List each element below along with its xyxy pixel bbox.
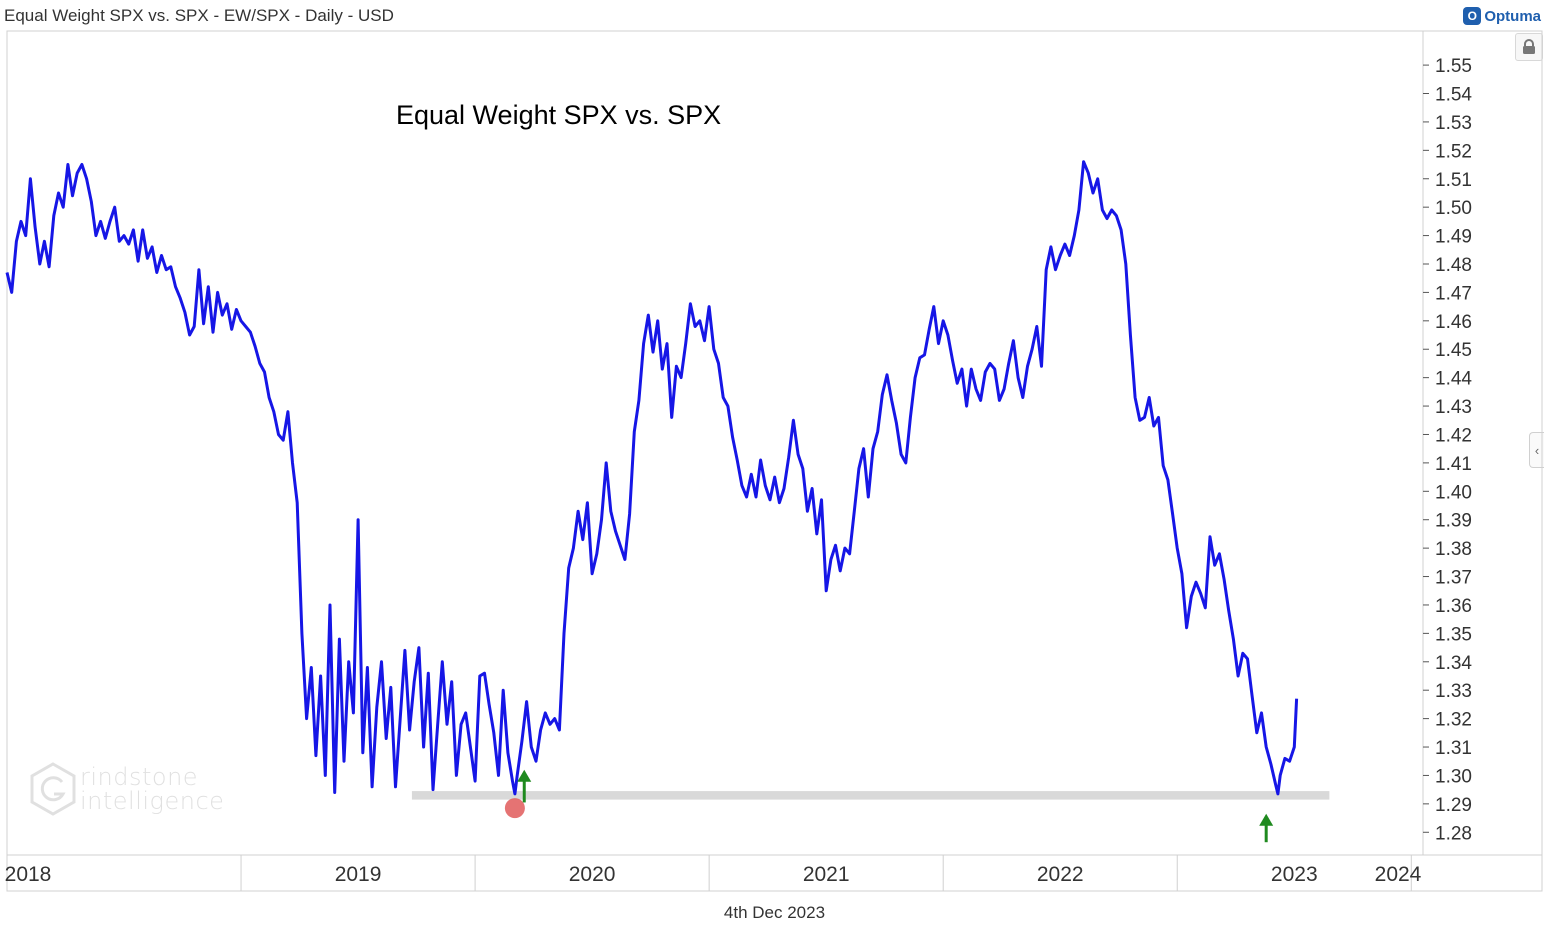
y-tick-label: 1.36 [1435,596,1472,617]
y-tick-label: 1.53 [1435,113,1472,134]
y-tick-label: 1.34 [1435,653,1472,674]
y-tick-label: 1.54 [1435,85,1472,106]
x-tick-label: 2018 [5,863,52,886]
y-tick-label: 1.55 [1435,56,1472,77]
y-tick-label: 1.52 [1435,141,1472,162]
arrow-up-icon [1259,813,1274,826]
y-tick-label: 1.49 [1435,227,1472,248]
low-marker-circle [504,798,525,819]
y-tick-label: 1.30 [1435,766,1472,787]
y-axis: 1.28 1.29 1.30 1.31 1.32 1.33 1.34 1.35 1.36 1.37… [1423,56,1472,844]
grindstone-watermark: rindstone intelligence [30,762,224,816]
support-band-layer [411,791,1330,800]
y-tick-label: 1.38 [1435,539,1472,560]
watermark-line2: intelligence [80,787,225,815]
chart-header-title: Equal Weight SPX vs. SPX - EW/SPX - Dail… [4,6,394,25]
watermark-line1: rindstone [80,763,199,791]
footer-date: 4th Dec 2023 [723,903,826,922]
grindstone-logo-icon [30,762,76,816]
y-tick-label: 1.37 [1435,568,1472,589]
y-tick-label: 1.41 [1435,454,1472,475]
y-tick-label: 1.50 [1435,198,1472,219]
optuma-logo: O Optuma [1463,4,1541,28]
y-tick-label: 1.39 [1435,511,1472,532]
plot-area-frame [6,30,1424,856]
arrow-up-icon [517,769,532,782]
y-tick-label: 1.46 [1435,312,1472,333]
y-tick-label: 1.28 [1435,823,1472,844]
y-tick-label: 1.45 [1435,340,1472,361]
lock-button[interactable] [1515,33,1543,61]
y-tick-label: 1.33 [1435,681,1472,702]
y-tick-label: 1.44 [1435,369,1472,390]
x-tick-label: 2021 [803,863,850,886]
y-tick-label: 1.43 [1435,397,1472,418]
optuma-logo-icon: O [1463,7,1482,25]
panel-collapse-tab[interactable]: ‹ [1529,432,1544,468]
y-tick-label: 1.47 [1435,283,1472,304]
y-tick-label: 1.42 [1435,425,1472,446]
y-tick-label: 1.48 [1435,255,1472,276]
x-tick-label: 2022 [1037,863,1084,886]
x-axis-strip [6,854,1543,892]
y-tick-label: 1.35 [1435,624,1472,645]
y-tick-label: 1.51 [1435,170,1472,191]
y-tick-label: 1.32 [1435,710,1472,731]
series-layer [5,160,1299,796]
y-axis-strip [1422,30,1543,856]
chevron-left-icon: ‹ [1534,442,1540,458]
x-tick-label: 2019 [335,863,382,886]
y-tick-label: 1.40 [1435,482,1472,503]
x-tick-label: 2023 [1271,863,1318,886]
y-tick-label: 1.31 [1435,738,1472,759]
x-tick-label: 2024 [1375,863,1422,886]
lock-icon [1523,39,1535,54]
x-axis: 2018 2019 2020 2021 2022 2023 2024 [5,855,1422,891]
y-tick-label: 1.29 [1435,795,1472,816]
support-band [411,791,1330,800]
chart-annotation-title: Equal Weight SPX vs. SPX [396,100,722,130]
x-tick-label: 2020 [569,863,616,886]
marker-layer [504,769,1274,843]
series-line-ew-spx [5,160,1299,796]
optuma-logo-text: Optuma [1484,7,1541,25]
